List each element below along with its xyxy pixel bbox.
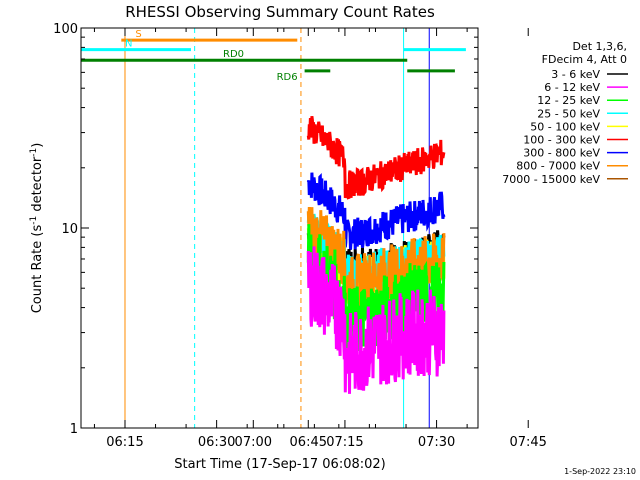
legend-label-4: 50 - 100 keV <box>530 120 600 133</box>
axis-ticks: 1 10 100 06:15 06:30 06:45 07:00 07:15 07:30 07:4… <box>53 22 547 450</box>
footer-timestamp: 1-Sep-2022 23:10 <box>564 467 636 476</box>
legend-label-7: 800 - 7000 keV <box>516 160 600 173</box>
x-tick-label-3: 07:00 <box>235 435 272 450</box>
chart-title: RHESSI Observing Summary Count Rates <box>125 3 435 21</box>
legend-label-8: 7000 - 15000 keV <box>502 173 600 186</box>
flag-label-4: RD6 <box>277 72 298 83</box>
series-trace-6 <box>306 172 446 250</box>
x-tick-label-1: 06:30 <box>198 435 235 450</box>
x-tick-label-5: 07:30 <box>418 435 455 450</box>
y-axis-label-sup1: -1 <box>29 216 39 225</box>
plot-area: SN RD0 RD6 <box>81 28 466 428</box>
legend-header-line-0: Det 1,3,6, <box>572 40 627 53</box>
y-tick-label-1: 10 <box>61 222 78 237</box>
legend-label-1: 6 - 12 keV <box>544 81 600 94</box>
plot-content: SN RD0 RD6 <box>81 28 466 428</box>
flag-label-3: RD0 <box>223 49 244 60</box>
x-tick-label-4: 07:15 <box>326 435 363 450</box>
x-tick-label-0: 06:15 <box>106 435 143 450</box>
y-axis-label-part2: detector <box>30 156 45 216</box>
legend-header-line-1: FDecim 4, Att 0 <box>542 53 627 66</box>
legend-label-6: 300 - 800 keV <box>523 147 600 160</box>
y-axis-label: Count Rate (s-1 detector-1) <box>29 143 45 314</box>
legend-label-0: 3 - 6 keV <box>551 68 600 81</box>
legend-label-5: 100 - 300 keV <box>523 134 600 147</box>
y-axis-label-end: ) <box>30 143 45 148</box>
series-trace-1 <box>306 246 446 394</box>
legend-label-2: 12 - 25 keV <box>537 94 600 107</box>
y-axis-label-part1: Count Rate (s <box>30 225 45 314</box>
legend-label-3: 25 - 50 keV <box>537 107 600 120</box>
series-trace-5 <box>306 116 446 200</box>
x-tick-label-2: 06:45 <box>290 435 327 450</box>
y-tick-label-0: 1 <box>70 422 78 437</box>
x-tick-label-6: 07:45 <box>509 435 546 450</box>
flag-label-1: N <box>125 39 132 50</box>
y-tick-label-2: 100 <box>53 22 78 37</box>
y-axis-label-sup2: -1 <box>29 148 39 157</box>
flag-label-0: S <box>135 29 141 40</box>
x-axis-label: Start Time (17-Sep-17 06:08:02) <box>174 457 385 472</box>
